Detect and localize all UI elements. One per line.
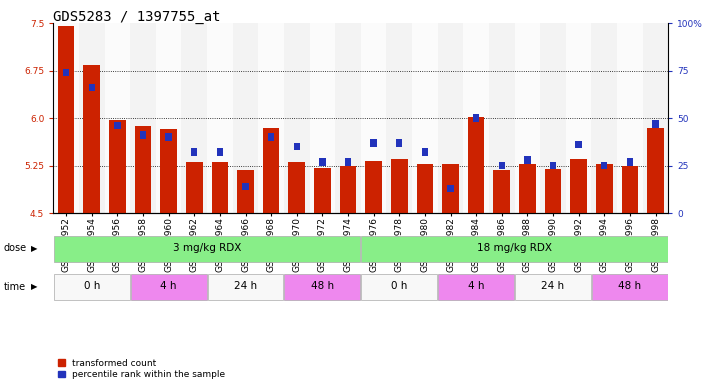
Bar: [166, 133, 172, 141]
Bar: [309, 23, 335, 213]
Bar: [160, 129, 177, 213]
Bar: [186, 162, 203, 213]
Bar: [191, 149, 198, 156]
Bar: [447, 185, 454, 192]
Bar: [79, 23, 105, 213]
Bar: [361, 236, 668, 262]
Bar: [550, 162, 556, 169]
Bar: [361, 274, 437, 300]
Text: 48 h: 48 h: [619, 281, 641, 291]
Bar: [626, 158, 633, 166]
Bar: [540, 23, 566, 213]
Bar: [370, 139, 377, 147]
Bar: [181, 23, 207, 213]
Bar: [134, 126, 151, 213]
Bar: [156, 23, 181, 213]
Bar: [468, 117, 484, 213]
Bar: [617, 23, 643, 213]
Text: 4 h: 4 h: [161, 281, 177, 291]
Bar: [566, 23, 592, 213]
Text: 24 h: 24 h: [234, 281, 257, 291]
Bar: [207, 23, 232, 213]
Bar: [652, 120, 658, 127]
Bar: [473, 114, 479, 122]
Bar: [105, 23, 130, 213]
Bar: [58, 26, 75, 213]
Text: 3 mg/kg RDX: 3 mg/kg RDX: [173, 243, 241, 253]
Bar: [232, 23, 258, 213]
Bar: [360, 23, 387, 213]
Bar: [208, 274, 284, 300]
Text: GDS5283 / 1397755_at: GDS5283 / 1397755_at: [53, 10, 221, 23]
Bar: [596, 164, 613, 213]
Bar: [438, 23, 464, 213]
Bar: [212, 162, 228, 213]
Bar: [570, 159, 587, 213]
Bar: [284, 23, 309, 213]
Bar: [294, 143, 300, 151]
Bar: [601, 162, 607, 169]
Bar: [493, 170, 510, 213]
Bar: [340, 166, 356, 213]
Bar: [519, 164, 535, 213]
Bar: [647, 127, 664, 213]
Bar: [422, 149, 428, 156]
Bar: [289, 162, 305, 213]
Bar: [365, 161, 382, 213]
Bar: [575, 141, 582, 149]
Bar: [335, 23, 360, 213]
Bar: [545, 169, 562, 213]
Bar: [412, 23, 438, 213]
Bar: [83, 66, 100, 213]
Bar: [524, 156, 530, 164]
Bar: [140, 131, 146, 139]
Bar: [284, 274, 360, 300]
Bar: [237, 170, 254, 213]
Text: 4 h: 4 h: [468, 281, 484, 291]
Bar: [109, 120, 126, 213]
Bar: [89, 84, 95, 91]
Bar: [387, 23, 412, 213]
Bar: [54, 236, 360, 262]
Bar: [130, 23, 156, 213]
Bar: [268, 133, 274, 141]
Legend: transformed count, percentile rank within the sample: transformed count, percentile rank withi…: [58, 359, 225, 379]
Bar: [498, 162, 505, 169]
Bar: [114, 122, 121, 129]
Text: 18 mg/kg RDX: 18 mg/kg RDX: [477, 243, 552, 253]
Bar: [258, 23, 284, 213]
Bar: [515, 23, 540, 213]
Bar: [63, 69, 70, 76]
Bar: [464, 23, 489, 213]
Bar: [489, 23, 515, 213]
Bar: [242, 183, 249, 190]
Text: 0 h: 0 h: [391, 281, 407, 291]
Bar: [54, 274, 129, 300]
Bar: [442, 164, 459, 213]
Bar: [217, 149, 223, 156]
Bar: [314, 167, 331, 213]
Bar: [621, 166, 638, 213]
Text: dose: dose: [4, 243, 27, 253]
Bar: [643, 23, 668, 213]
Bar: [592, 274, 668, 300]
Bar: [319, 158, 326, 166]
Bar: [53, 23, 79, 213]
Bar: [263, 127, 279, 213]
Text: 24 h: 24 h: [542, 281, 565, 291]
Text: 0 h: 0 h: [84, 281, 100, 291]
Bar: [592, 23, 617, 213]
Text: time: time: [4, 282, 26, 292]
Text: ▶: ▶: [31, 244, 38, 253]
Bar: [417, 164, 433, 213]
Bar: [438, 274, 514, 300]
Bar: [515, 274, 591, 300]
Bar: [396, 139, 402, 147]
Bar: [345, 158, 351, 166]
Text: 48 h: 48 h: [311, 281, 334, 291]
Text: ▶: ▶: [31, 282, 38, 291]
Bar: [391, 159, 407, 213]
Bar: [131, 274, 207, 300]
